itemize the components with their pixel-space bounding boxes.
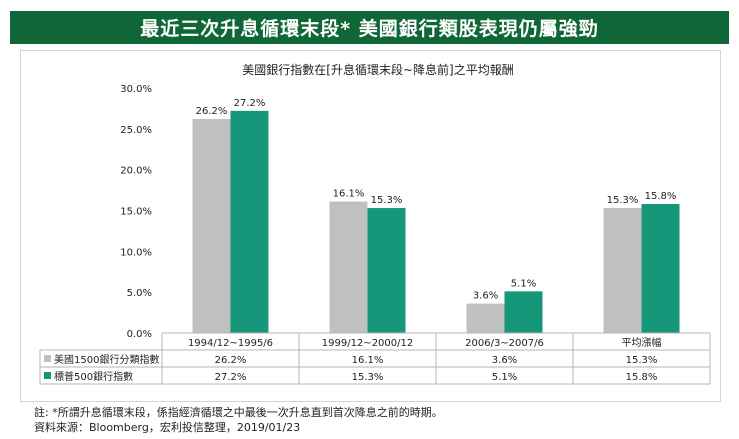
y-tick-label: 20.0%: [120, 166, 152, 177]
table-cell-value: 15.3%: [352, 372, 384, 383]
table-cell-value: 5.1%: [492, 372, 517, 383]
bar-us1500-banks: [603, 208, 642, 333]
data-label: 3.6%: [473, 291, 498, 302]
bar-us1500-banks: [466, 303, 505, 333]
bar-us1500-banks: [192, 119, 231, 334]
data-label: 15.3%: [607, 195, 639, 206]
footnote-source: 資料來源：Bloomberg，宏利投信整理，2019/01/23: [34, 421, 301, 434]
category-label: 平均漲幅: [622, 336, 662, 349]
y-tick-label: 25.0%: [120, 125, 152, 136]
y-tick-label: 30.0%: [120, 84, 152, 95]
data-label: 15.3%: [371, 195, 403, 206]
legend-label: 美國1500銀行分類指數: [54, 353, 159, 366]
category-label: 2006/3~2007/6: [465, 338, 544, 349]
y-tick-label: 5.0%: [127, 288, 152, 299]
data-label: 5.1%: [511, 278, 536, 289]
bar-sp500-banks: [230, 110, 269, 333]
page-banner: 最近三次升息循環末段* 美國銀行類股表現仍屬強勁: [10, 11, 729, 44]
data-label: 27.2%: [234, 98, 266, 109]
bar-sp500-banks: [504, 291, 543, 333]
data-label: 15.8%: [645, 191, 677, 202]
bar-us1500-banks: [329, 201, 368, 333]
data-label: 26.2%: [196, 106, 228, 117]
y-tick-label: 0.0%: [127, 329, 152, 340]
table-cell-value: 16.1%: [352, 355, 384, 366]
bar-sp500-banks: [367, 208, 406, 333]
y-tick-label: 15.0%: [120, 207, 152, 218]
data-label: 16.1%: [333, 189, 365, 200]
chart-panel: [20, 50, 721, 402]
table-cell-value: 26.2%: [215, 355, 247, 366]
footnotes: 註: *所謂升息循環末段，係指經濟循環之中最後一次升息直到首次降息之前的時期。 …: [34, 405, 443, 435]
table-cell-value: 27.2%: [215, 372, 247, 383]
table-cell-value: 15.3%: [626, 355, 658, 366]
category-label: 1994/12~1995/6: [188, 338, 273, 349]
legend-swatch: [44, 372, 51, 379]
y-tick-label: 10.0%: [120, 247, 152, 258]
table-cell-value: 15.8%: [626, 372, 658, 383]
table-cell-value: 3.6%: [492, 355, 517, 366]
category-label: 1999/12~2000/12: [322, 338, 413, 349]
footnote-definition: 註: *所謂升息循環末段，係指經濟循環之中最後一次升息直到首次降息之前的時期。: [34, 406, 443, 419]
legend-label: 標普500銀行指數: [54, 370, 133, 383]
legend-swatch: [44, 355, 51, 362]
chart-title: 美國銀行指數在[升息循環末段~降息前]之平均報酬: [242, 62, 513, 77]
bar-sp500-banks: [641, 203, 680, 333]
